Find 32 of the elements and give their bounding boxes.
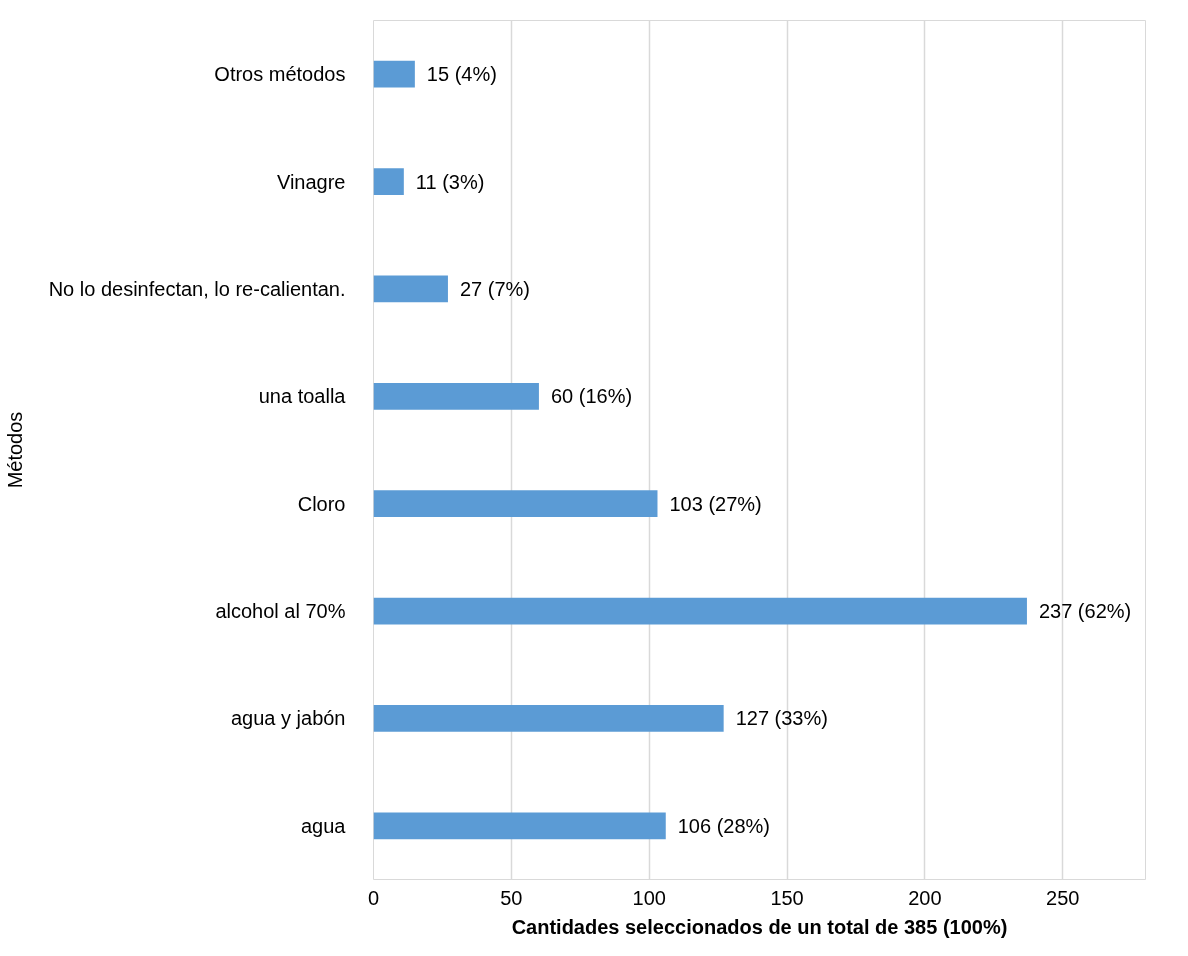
bar — [373, 382, 539, 410]
bar — [373, 60, 415, 88]
bar — [373, 275, 448, 303]
data-label: 11 (3%) — [415, 170, 485, 193]
data-label: 106 (28%) — [677, 814, 771, 837]
bar — [373, 168, 404, 195]
x-tick-label: 100 — [632, 886, 666, 909]
bar — [373, 597, 1027, 625]
data-label: 103 (27%) — [669, 492, 762, 515]
x-tick-label: 250 — [1046, 886, 1080, 909]
y-axis-title: Métodos — [3, 411, 26, 489]
x-tick-label: 150 — [770, 886, 804, 909]
data-label: 60 (16%) — [550, 385, 633, 408]
y-tick-label: Cloro — [297, 492, 346, 515]
data-label: 237 (62%) — [1038, 600, 1132, 623]
bar — [373, 490, 658, 518]
y-tick-label: No lo desinfectan, lo re-calientan. — [48, 277, 346, 300]
x-axis-title: Cantidades seleccionados de un total de 385 (100%) — [511, 915, 1008, 938]
data-label: 15 (4%) — [426, 63, 497, 86]
y-tick-label: agua y jabón — [230, 707, 346, 730]
bar — [373, 705, 724, 732]
bar — [373, 812, 666, 840]
x-tick-label: 0 — [367, 886, 380, 909]
x-tick-label: 50 — [500, 886, 523, 909]
data-label: 127 (33%) — [735, 707, 828, 730]
y-tick-label: una toalla — [258, 385, 347, 408]
y-tick-label: Otros métodos — [214, 63, 346, 86]
data-label: 27 (7%) — [459, 277, 530, 300]
y-tick-label: agua — [301, 814, 347, 837]
y-tick-label: Vinagre — [276, 170, 346, 193]
x-tick-label: 200 — [908, 886, 942, 909]
y-tick-label: alcohol al 70% — [215, 600, 346, 623]
